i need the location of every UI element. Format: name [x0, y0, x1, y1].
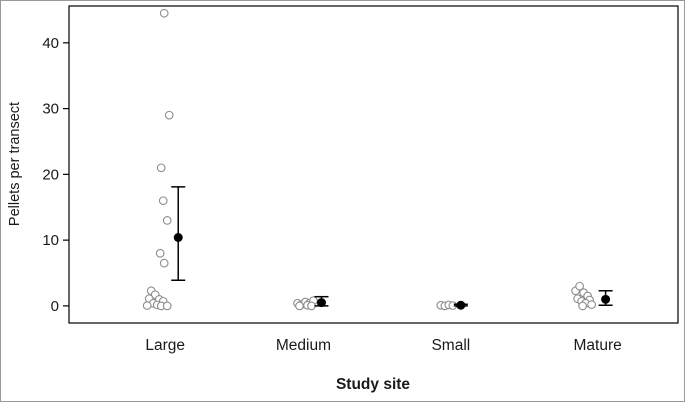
data-point-open-circle — [578, 301, 587, 311]
mean-point-filled-circle — [601, 294, 611, 304]
plot-border — [68, 5, 679, 324]
data-point-open-circle — [307, 301, 316, 311]
y-tick-label: 40 — [42, 35, 59, 52]
x-category-label: Small — [431, 337, 470, 354]
mean-point-filled-circle — [456, 300, 466, 310]
y-tick-label: 20 — [42, 166, 59, 183]
x-axis-title: Study site — [335, 376, 411, 393]
y-tick-label: 0 — [51, 298, 59, 315]
data-point-open-circle — [158, 196, 168, 206]
data-point-open-circle — [295, 301, 304, 311]
x-category-label: Large — [145, 337, 185, 354]
data-point-open-circle — [164, 110, 174, 120]
x-category-label: Medium — [276, 337, 331, 354]
y-tick-label: 10 — [42, 232, 59, 249]
data-point-open-circle — [159, 258, 169, 268]
y-axis-title: Pellets per transect — [7, 101, 23, 227]
x-category-label: Mature — [573, 337, 621, 354]
data-point-open-circle — [155, 248, 165, 258]
data-point-open-circle — [156, 163, 166, 173]
data-point-open-circle — [159, 8, 169, 18]
data-point-open-circle — [142, 301, 152, 310]
data-point-open-circle — [575, 281, 584, 291]
mean-point-filled-circle — [173, 233, 183, 243]
data-point-open-circle — [587, 300, 596, 309]
mean-point-filled-circle — [316, 298, 326, 308]
data-point-open-circle — [162, 301, 172, 311]
y-tick-label: 30 — [42, 101, 59, 118]
data-point-open-circle — [162, 216, 172, 225]
